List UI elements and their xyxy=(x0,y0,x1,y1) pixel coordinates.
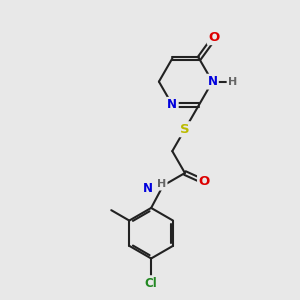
Text: O: O xyxy=(208,31,220,44)
Text: Cl: Cl xyxy=(145,277,158,290)
Text: N: N xyxy=(207,75,218,88)
Text: S: S xyxy=(180,123,190,136)
Text: N: N xyxy=(143,182,153,195)
Text: O: O xyxy=(199,176,210,188)
Text: H: H xyxy=(228,76,237,87)
Text: N: N xyxy=(167,98,177,111)
Text: H: H xyxy=(157,179,166,189)
